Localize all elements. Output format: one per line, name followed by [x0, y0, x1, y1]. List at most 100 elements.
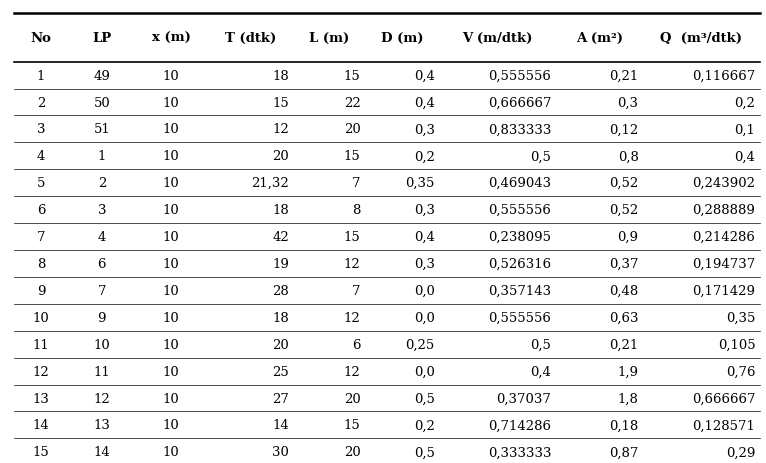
Text: 0,469043: 0,469043 [488, 177, 552, 190]
Text: 10: 10 [162, 177, 179, 190]
Text: 0,5: 0,5 [531, 150, 552, 163]
Text: 6: 6 [97, 257, 106, 270]
Text: 15: 15 [344, 69, 361, 82]
Text: 21,32: 21,32 [251, 177, 290, 190]
Text: 20: 20 [344, 123, 361, 136]
Text: 0,9: 0,9 [617, 231, 639, 244]
Text: 51: 51 [93, 123, 110, 136]
Text: 0,2: 0,2 [414, 419, 434, 432]
Text: 7: 7 [352, 177, 361, 190]
Text: 0,25: 0,25 [405, 338, 434, 351]
Text: 0,4: 0,4 [414, 96, 434, 109]
Text: 0,76: 0,76 [725, 365, 755, 378]
Text: 20: 20 [273, 338, 290, 351]
Text: 10: 10 [93, 338, 110, 351]
Text: 0,357143: 0,357143 [488, 284, 552, 297]
Text: No: No [31, 31, 51, 45]
Text: 1: 1 [98, 150, 106, 163]
Text: 3: 3 [37, 123, 45, 136]
Text: 0,12: 0,12 [609, 123, 639, 136]
Text: 2: 2 [37, 96, 45, 109]
Text: 10: 10 [162, 445, 179, 458]
Text: 10: 10 [162, 419, 179, 432]
Text: 10: 10 [162, 231, 179, 244]
Text: 11: 11 [93, 365, 110, 378]
Text: 2: 2 [98, 177, 106, 190]
Text: 0,8: 0,8 [617, 150, 639, 163]
Text: 10: 10 [162, 284, 179, 297]
Text: 0,35: 0,35 [405, 177, 434, 190]
Text: 18: 18 [273, 311, 290, 324]
Text: 20: 20 [344, 445, 361, 458]
Text: 28: 28 [273, 284, 290, 297]
Text: 0,1: 0,1 [735, 123, 755, 136]
Text: 14: 14 [273, 419, 290, 432]
Text: 0,555556: 0,555556 [489, 69, 552, 82]
Text: 27: 27 [273, 392, 290, 405]
Text: Q  (m³/dtk): Q (m³/dtk) [660, 31, 742, 45]
Text: 0,5: 0,5 [414, 445, 434, 458]
Text: 10: 10 [162, 150, 179, 163]
Text: 10: 10 [162, 338, 179, 351]
Text: 12: 12 [93, 392, 110, 405]
Text: A (m²): A (m²) [576, 31, 623, 45]
Text: 0,2: 0,2 [735, 96, 755, 109]
Text: 1: 1 [37, 69, 45, 82]
Text: V (m/dtk): V (m/dtk) [463, 31, 533, 45]
Text: 14: 14 [33, 419, 49, 432]
Text: 0,37: 0,37 [609, 257, 639, 270]
Text: 0,37037: 0,37037 [496, 392, 552, 405]
Text: 12: 12 [344, 257, 361, 270]
Text: 3: 3 [97, 204, 106, 217]
Text: 0,288889: 0,288889 [692, 204, 755, 217]
Text: 0,3: 0,3 [414, 257, 434, 270]
Text: 0,63: 0,63 [609, 311, 639, 324]
Text: 10: 10 [162, 365, 179, 378]
Text: 0,4: 0,4 [414, 69, 434, 82]
Text: 15: 15 [344, 419, 361, 432]
Text: 10: 10 [162, 257, 179, 270]
Text: 12: 12 [273, 123, 290, 136]
Text: T (dtk): T (dtk) [224, 31, 276, 45]
Text: 0,333333: 0,333333 [488, 445, 552, 458]
Text: 11: 11 [33, 338, 49, 351]
Text: 0,48: 0,48 [609, 284, 639, 297]
Text: 30: 30 [273, 445, 290, 458]
Text: 0,35: 0,35 [726, 311, 755, 324]
Text: 0,18: 0,18 [609, 419, 639, 432]
Text: 0,52: 0,52 [609, 177, 639, 190]
Text: 0,194737: 0,194737 [692, 257, 755, 270]
Text: 0,526316: 0,526316 [488, 257, 552, 270]
Text: 12: 12 [344, 311, 361, 324]
Text: 0,555556: 0,555556 [489, 204, 552, 217]
Text: 13: 13 [93, 419, 110, 432]
Text: 8: 8 [352, 204, 361, 217]
Text: x (m): x (m) [152, 31, 191, 45]
Text: 0,21: 0,21 [609, 69, 639, 82]
Text: 15: 15 [344, 150, 361, 163]
Text: 0,214286: 0,214286 [692, 231, 755, 244]
Text: 7: 7 [352, 284, 361, 297]
Text: 19: 19 [273, 257, 290, 270]
Text: 10: 10 [162, 392, 179, 405]
Text: 0,52: 0,52 [609, 204, 639, 217]
Text: 0,714286: 0,714286 [489, 419, 552, 432]
Text: 0,4: 0,4 [735, 150, 755, 163]
Text: 12: 12 [344, 365, 361, 378]
Text: 0,3: 0,3 [414, 123, 434, 136]
Text: 0,555556: 0,555556 [489, 311, 552, 324]
Text: 7: 7 [97, 284, 106, 297]
Text: 8: 8 [37, 257, 45, 270]
Text: 10: 10 [162, 204, 179, 217]
Text: 15: 15 [344, 231, 361, 244]
Text: 10: 10 [162, 69, 179, 82]
Text: 0,666667: 0,666667 [692, 392, 755, 405]
Text: 0,4: 0,4 [414, 231, 434, 244]
Text: 20: 20 [273, 150, 290, 163]
Text: 0,5: 0,5 [414, 392, 434, 405]
Text: 5: 5 [37, 177, 45, 190]
Text: 9: 9 [97, 311, 106, 324]
Text: 10: 10 [162, 123, 179, 136]
Text: 0,105: 0,105 [718, 338, 755, 351]
Text: 0,243902: 0,243902 [692, 177, 755, 190]
